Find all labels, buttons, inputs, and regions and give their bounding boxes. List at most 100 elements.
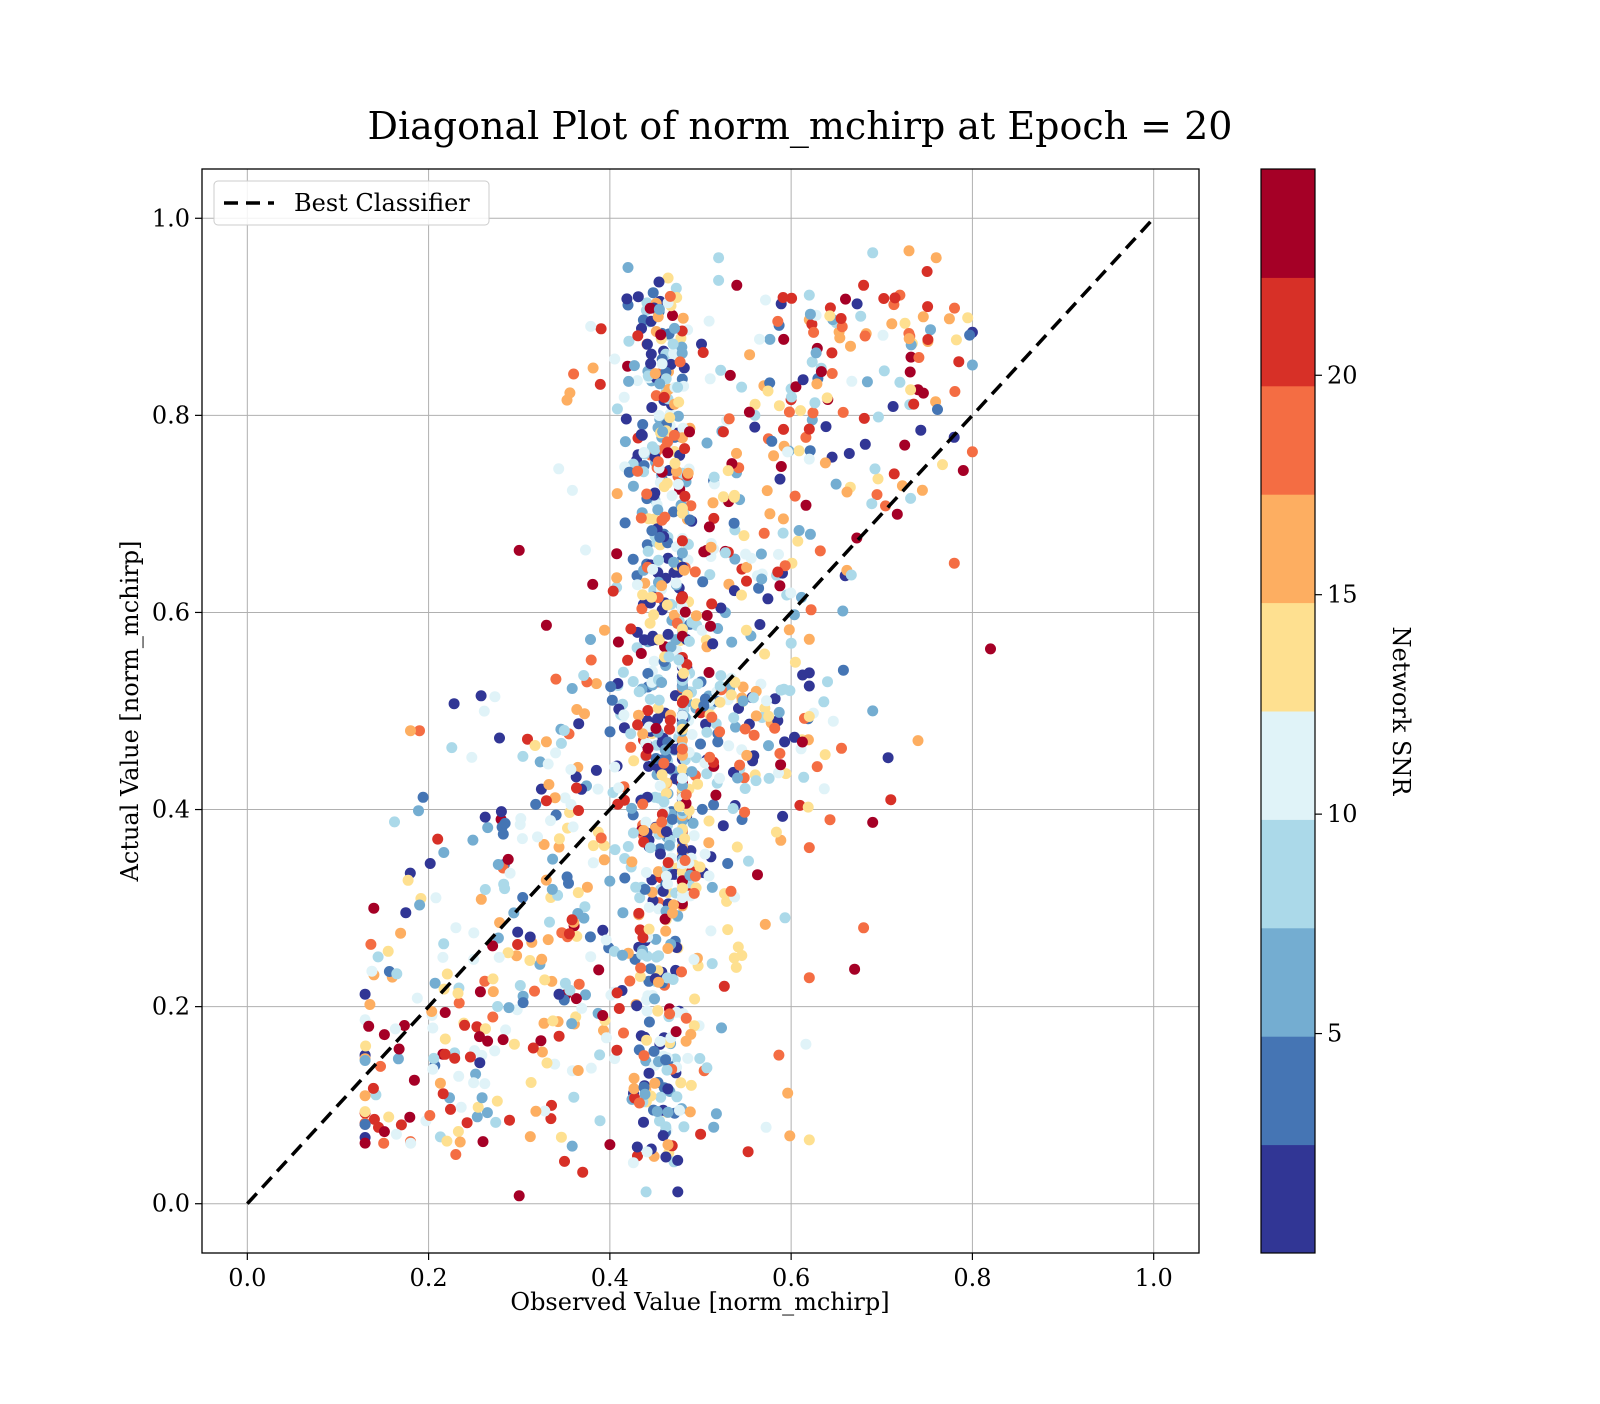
scatter-point xyxy=(683,635,695,647)
scatter-point xyxy=(797,669,809,681)
scatter-point xyxy=(729,676,741,688)
scatter-point xyxy=(573,718,585,730)
scatter-point xyxy=(527,1042,539,1054)
scatter-point xyxy=(738,530,750,542)
scatter-point xyxy=(450,922,462,934)
scatter-point xyxy=(726,636,738,648)
scatter-point xyxy=(845,569,857,581)
scatter-point xyxy=(815,366,827,378)
scatter-point xyxy=(597,1010,609,1021)
scatter-point xyxy=(500,1024,512,1036)
scatter-point xyxy=(917,311,929,323)
scatter-point xyxy=(725,689,737,701)
scatter-point xyxy=(625,728,637,740)
scatter-point xyxy=(714,772,725,784)
scatter-point xyxy=(368,902,380,914)
scatter-point xyxy=(696,803,708,815)
scatter-point xyxy=(367,1082,379,1094)
scatter-point xyxy=(714,680,726,692)
scatter-point xyxy=(662,272,674,284)
scatter-point xyxy=(405,1137,417,1149)
scatter-point xyxy=(628,755,640,767)
scatter-point xyxy=(392,1053,404,1065)
scatter-point xyxy=(729,553,741,565)
colorbar-tick-label: 20 xyxy=(1327,361,1358,389)
scatter-point xyxy=(932,404,943,415)
scatter-point xyxy=(741,575,752,587)
scatter-point xyxy=(578,670,590,681)
scatter-point xyxy=(437,1088,449,1100)
scatter-point xyxy=(715,670,727,682)
scatter-point xyxy=(673,654,685,666)
scatter-point xyxy=(824,814,836,826)
scatter-point xyxy=(732,772,743,784)
scatter-point xyxy=(587,857,599,869)
scatter-point xyxy=(727,803,739,814)
scatter-point xyxy=(530,798,542,810)
scatter-point xyxy=(803,633,815,645)
scatter-point xyxy=(654,848,666,860)
scatter-point xyxy=(383,1111,395,1123)
scatter-point xyxy=(524,1131,536,1143)
scatter-point xyxy=(513,544,525,556)
scatter-point xyxy=(690,610,702,622)
scatter-point xyxy=(428,1052,440,1064)
scatter-point xyxy=(668,348,680,360)
scatter-point xyxy=(627,1157,639,1169)
scatter-point xyxy=(773,400,785,412)
scatter-point xyxy=(517,997,529,1009)
scatter-point xyxy=(703,870,715,882)
scatter-point xyxy=(739,783,751,794)
scatter-point xyxy=(662,943,674,954)
scatter-point xyxy=(634,892,646,904)
scatter-point xyxy=(438,847,450,858)
scatter-point xyxy=(600,1032,612,1044)
scatter-point xyxy=(737,695,749,707)
scatter-point xyxy=(634,971,646,982)
scatter-point xyxy=(930,252,942,264)
scatter-point xyxy=(638,634,650,646)
scatter-point xyxy=(656,358,668,370)
scatter-point xyxy=(845,340,856,352)
scatter-point xyxy=(662,436,673,448)
scatter-point xyxy=(740,624,752,636)
scatter-point xyxy=(673,801,685,812)
scatter-point xyxy=(687,817,699,829)
scatter-point xyxy=(811,378,823,390)
scatter-point xyxy=(774,473,786,485)
scatter-point xyxy=(641,1034,653,1046)
scatter-point xyxy=(888,468,900,480)
scatter-point xyxy=(478,705,490,717)
scatter-point xyxy=(390,1128,402,1140)
scatter-point xyxy=(749,398,761,410)
scatter-point xyxy=(905,351,917,363)
scatter-point xyxy=(536,1046,548,1058)
scatter-point xyxy=(391,968,403,980)
scatter-point xyxy=(695,738,706,750)
scatter-point xyxy=(652,1005,664,1017)
scatter-point xyxy=(922,334,934,345)
scatter-point xyxy=(522,733,533,745)
scatter-point xyxy=(565,799,577,810)
scatter-point xyxy=(439,1033,451,1045)
scatter-point xyxy=(474,1057,486,1069)
scatter-point xyxy=(474,1031,485,1043)
scatter-point xyxy=(599,624,610,636)
scatter-point xyxy=(878,293,890,304)
scatter-point xyxy=(404,1111,416,1123)
scatter-point xyxy=(555,1131,567,1143)
scatter-point xyxy=(837,664,849,676)
scatter-point xyxy=(566,914,578,926)
y-tick-label: 0.0 xyxy=(152,1190,190,1218)
scatter-point xyxy=(628,360,640,372)
scatter-point xyxy=(730,721,741,733)
scatter-point xyxy=(445,1103,456,1115)
scatter-point xyxy=(448,698,460,710)
scatter-point xyxy=(826,347,838,359)
scatter-point xyxy=(950,334,962,346)
scatter-point xyxy=(670,577,682,589)
scatter-point xyxy=(643,1016,655,1028)
scatter-point xyxy=(803,453,815,465)
scatter-point xyxy=(481,1107,493,1119)
scatter-point xyxy=(761,695,772,707)
